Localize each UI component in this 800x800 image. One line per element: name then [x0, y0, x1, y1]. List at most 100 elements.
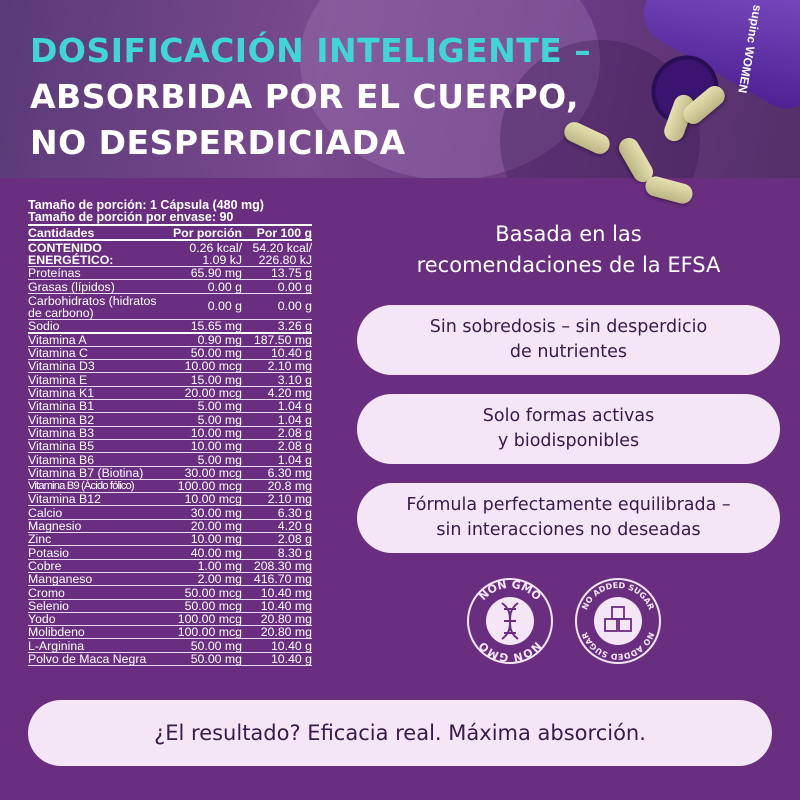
- row-value: 1.04 g: [277, 412, 312, 427]
- hero-banner: supinc WOMEN: [0, 0, 800, 178]
- row-value: 10.40 g: [270, 638, 312, 653]
- nutrition-table: Tamaño de porción: 1 Cápsula (480 mg) Ta…: [28, 198, 312, 667]
- row-name: Cobre: [28, 558, 62, 573]
- capsule: [643, 174, 695, 206]
- benefit-card: Fórmula perfectamente equilibrada – sin i…: [357, 483, 780, 553]
- row-name: Selenio: [28, 598, 70, 613]
- row-name: Vitamina B3: [28, 425, 95, 440]
- table-row: Vitamina B6 5.00 mg 1.04 g: [28, 452, 312, 467]
- row-value: 65.90 mg: [190, 266, 242, 281]
- table-row: Cobre 1.00 mg 208.30 mg: [28, 560, 312, 573]
- row-value: 10.00 mg: [190, 425, 242, 440]
- row-name: Vitamina K1: [28, 386, 95, 401]
- row-value: 2.00 mg: [197, 572, 242, 587]
- title-line: NO DESPERDICIADA: [30, 123, 406, 162]
- row-value: 1.04 g: [277, 452, 312, 467]
- table-row: Vitamina C 50.00 mg 10.40 g: [28, 346, 312, 361]
- row-value: 8.30 g: [277, 545, 312, 560]
- row-name: Calcio: [28, 505, 63, 520]
- row-name: Sodio: [28, 318, 60, 333]
- intro-line: Basada en las: [495, 222, 642, 246]
- servings-per-container: Tamaño de porción por envase: 90: [28, 211, 312, 226]
- row-value: 2.08 g: [277, 532, 312, 547]
- card-line: y biodisponibles: [497, 431, 640, 451]
- table-row: Cromo 50.00 mcg 10.40 mg: [28, 585, 312, 600]
- row-value: 20.00 mg: [190, 519, 242, 534]
- table-row: Vitamina K1 20.00 mcg 4.20 mg: [28, 386, 312, 401]
- row-value: 10.00 mg: [190, 439, 242, 454]
- row-name: Vitamina A: [28, 332, 87, 347]
- table-row-energy: CONTENIDO ENERGÉTICO: 0.26 kcal/ 1.09 kJ…: [28, 241, 312, 267]
- column-header: Cantidades: [28, 226, 95, 240]
- table-row: Polvo de Maca Negra 50.00 mg 10.40 g: [28, 652, 312, 667]
- row-name: Cromo: [28, 585, 65, 600]
- column-header: Por porción: [172, 226, 242, 240]
- row-value: 100.00 mcg: [177, 479, 242, 494]
- table-row: Sodio 15.65 mg 3.26 g: [28, 318, 312, 334]
- row-value: 416.70 mg: [253, 572, 312, 587]
- row-value: 187.50 mg: [253, 332, 312, 347]
- row-name: Vitamina B1: [28, 399, 95, 414]
- row-value: 5.00 mg: [197, 452, 242, 467]
- row-value: 10.40 mg: [260, 585, 312, 600]
- row-name: Molibdeno: [28, 625, 85, 640]
- row-value: 10.40 g: [270, 652, 312, 667]
- row-name: Zinc: [28, 532, 52, 547]
- card-line: Solo formas activas: [482, 406, 655, 426]
- row-value: 0.00 g: [277, 299, 312, 314]
- row-name: Magnesio: [28, 519, 82, 534]
- table-row: Magnesio 20.00 mg 4.20 g: [28, 519, 312, 534]
- table-row: Vitamina A 0.90 mg 187.50 mg: [28, 334, 312, 347]
- table-row: Vitamina B12 10.00 mcg 2.10 mg: [28, 492, 312, 507]
- table-row: Yodo 100.00 mcg 20.80 mg: [28, 613, 312, 627]
- row-value: 50.00 mg: [190, 346, 242, 361]
- table-row: Molibdeno 100.00 mcg 20.80 mg: [28, 625, 312, 640]
- row-value: 20.80 mg: [260, 625, 312, 640]
- row-value: 2.08 g: [277, 425, 312, 440]
- dna-icon: [501, 602, 519, 640]
- row-value: 2.08 g: [277, 439, 312, 454]
- row-value: 3.10 g: [277, 372, 312, 387]
- card-line: de nutrientes: [509, 342, 628, 362]
- row-name: Vitamina D3: [28, 359, 95, 374]
- non-gmo-badge: NON GMO NON GMO: [467, 578, 553, 664]
- table-row: Zinc 10.00 mg 2.08 g: [28, 532, 312, 547]
- serving-size: Tamaño de porción: 1 Cápsula (480 mg): [28, 198, 264, 212]
- row-value: 50.00 mcg: [184, 598, 242, 613]
- row-name: Vitamina B5: [28, 439, 95, 454]
- row-name: Vitamina B12: [28, 492, 101, 507]
- row-value: 50.00 mg: [190, 638, 242, 653]
- row-name: Polvo de Maca Negra: [28, 652, 147, 667]
- title-line: DOSIFICACIÓN INTELIGENTE –: [30, 31, 592, 70]
- row-value: 5.00 mg: [197, 412, 242, 427]
- row-name: Carbohidratos (hidratos de carbono): [28, 293, 157, 320]
- row-value: 1.04 g: [277, 399, 312, 414]
- row-value: 13.75 g: [270, 266, 312, 281]
- table-row: Vitamina B2 5.00 mg 1.04 g: [28, 412, 312, 427]
- benefit-card: Solo formas activas y biodisponibles: [357, 394, 780, 464]
- table-row: Grasas (lípidos) 0.00 g 0.00 g: [28, 279, 312, 294]
- card-line: sin interacciones no deseadas: [436, 520, 701, 540]
- row-name: Potasio: [28, 545, 70, 560]
- result-banner: ¿El resultado? Eficacia real. Máxima abs…: [28, 700, 772, 766]
- no-added-sugar-badge: NO ADDED SUGAR NO ADDED SUGAR: [575, 578, 661, 664]
- card-line: Sin sobredosis – sin desperdicio: [429, 317, 708, 337]
- row-value: 6.30 mg: [267, 465, 312, 480]
- row-name: Vitamina B7 (Biotina): [28, 465, 144, 480]
- row-value: 15.00 mg: [190, 372, 242, 387]
- row-name: Vitamina B6: [28, 452, 95, 467]
- table-row: Selenio 50.00 mcg 10.40 mg: [28, 600, 312, 613]
- row-value: 3.26 g: [277, 318, 312, 333]
- table-row: Vitamina B1 5.00 mg 1.04 g: [28, 399, 312, 414]
- row-value: 0.00 g: [277, 279, 312, 294]
- table-row: Vitamina D3 10.00 mcg 2.10 mg: [28, 359, 312, 374]
- table-row: Proteínas 65.90 mg 13.75 g: [28, 266, 312, 281]
- table-row: L-Arginina 50.00 mg 10.40 g: [28, 638, 312, 653]
- row-value: 15.65 mg: [190, 318, 242, 333]
- row-value: 5.00 mg: [197, 399, 242, 414]
- table-row: Carbohidratos (hidratos de carbono) 0.00 …: [28, 294, 312, 320]
- row-value: 30.00 mg: [190, 505, 242, 520]
- table-header: Cantidades Por porción Por 100 g: [28, 226, 312, 241]
- table-row: Vitamina B9 (Ácido fólico) 100.00 mcg 20.8…: [28, 479, 312, 494]
- row-value: 208.30 mg: [253, 558, 312, 573]
